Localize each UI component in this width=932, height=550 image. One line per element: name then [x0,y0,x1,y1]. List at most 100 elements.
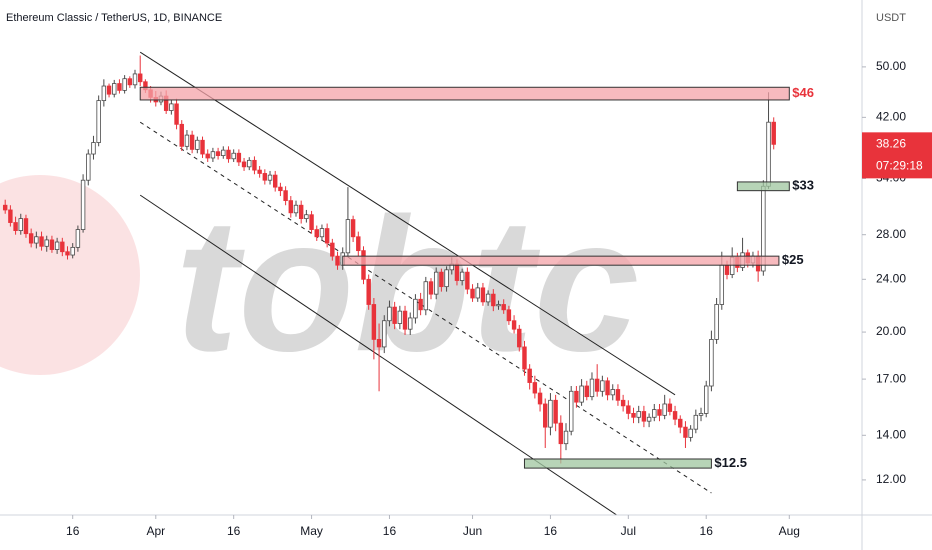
candle-body [13,222,18,231]
y-tick-label: 20.00 [876,324,906,338]
candle-body [563,430,569,445]
logo [0,175,140,375]
candle-body [766,121,771,187]
candle-body [267,174,273,181]
candle-body [397,310,403,324]
candle-body [724,264,730,275]
candle-body [605,380,610,396]
chart-title: Ethereum Classic / TetherUS, 1D, BINANCE [6,12,222,24]
candle-body [356,236,361,252]
candle-body [646,416,652,422]
candle-body [522,346,527,370]
candle-body [558,422,564,445]
candle-body [205,153,210,159]
candle-body [86,153,91,181]
candle-body [626,405,631,414]
candle-body [127,78,133,86]
candle-body [34,236,39,244]
zone-label: $12.5 [714,455,747,470]
candle-body [439,271,444,288]
candle-body [485,293,491,303]
candle-body [44,239,49,247]
candle-body [366,278,371,305]
candle-body [574,390,579,403]
candle-body [309,214,314,230]
candle-body [517,328,522,348]
candle-body [298,204,304,220]
candle-body [584,385,590,398]
zone [736,181,790,192]
candle-body [65,251,70,256]
candle-body [189,134,195,150]
candle-body [226,149,231,160]
candle-body [195,139,200,150]
candle-body [631,413,636,418]
candle-body [174,103,179,125]
candle-body [335,255,340,266]
candle-body [272,174,278,188]
y-tick-label: 28.00 [876,227,906,241]
candle-body [652,409,657,418]
candle-body [345,219,351,254]
candle-body [80,179,86,230]
candle-body [247,159,252,168]
candle-body [283,190,288,202]
price-tag [862,132,932,179]
candle-body [610,389,615,396]
candle-body [688,428,693,438]
candle-body [262,173,268,181]
x-tick-label: May [300,524,323,538]
candle-body [511,320,517,330]
candle-body [54,241,60,250]
candle-body [112,83,117,95]
candle-body [75,229,81,248]
price-tag-value: 38.26 [876,137,906,151]
candle-body [252,159,257,171]
candle-body [169,103,174,111]
candle-body [179,123,184,147]
candle-body [470,288,475,299]
zone-label: $46 [792,85,814,100]
x-tick-label: 16 [544,524,558,538]
candle-body [620,399,626,407]
candle-body [662,403,667,416]
candle-body [543,403,548,428]
candle-body [589,378,595,398]
candle-body [693,414,699,430]
candle-body [137,73,143,83]
candle-body [330,242,335,257]
candle-body [371,304,377,340]
candle-body [594,378,600,392]
candle-body [636,411,641,418]
candle-body [667,403,673,412]
x-tick-label: 16 [66,524,80,538]
trend-line [139,194,618,515]
candle-body [615,389,621,401]
y-unit: USDT [876,12,906,24]
y-tick-label: 42.00 [876,110,906,124]
y-tick-label: 12.00 [876,472,906,486]
candle-body [117,83,122,91]
x-tick-label: 16 [700,524,714,538]
candle-body [49,239,55,250]
watermark-group: tobtc [0,175,639,391]
candle-body [8,209,13,223]
y-tick-label: 14.00 [876,427,906,441]
candle-body [408,317,413,330]
candle-body [496,304,501,307]
candle-body [278,186,283,192]
x-tick-label: Aug [779,524,800,538]
candle-body [350,219,356,238]
candle-body [184,134,190,147]
candle-body [236,152,242,163]
candle-body [579,385,584,403]
candle-body [641,411,647,422]
candle-body [319,228,325,238]
candle-body [18,218,23,231]
candle-body [709,339,714,387]
candle-body [698,413,704,416]
candle-body [418,298,423,311]
candle-body [714,304,719,340]
candle-body [392,306,397,324]
trend-line [139,121,712,494]
